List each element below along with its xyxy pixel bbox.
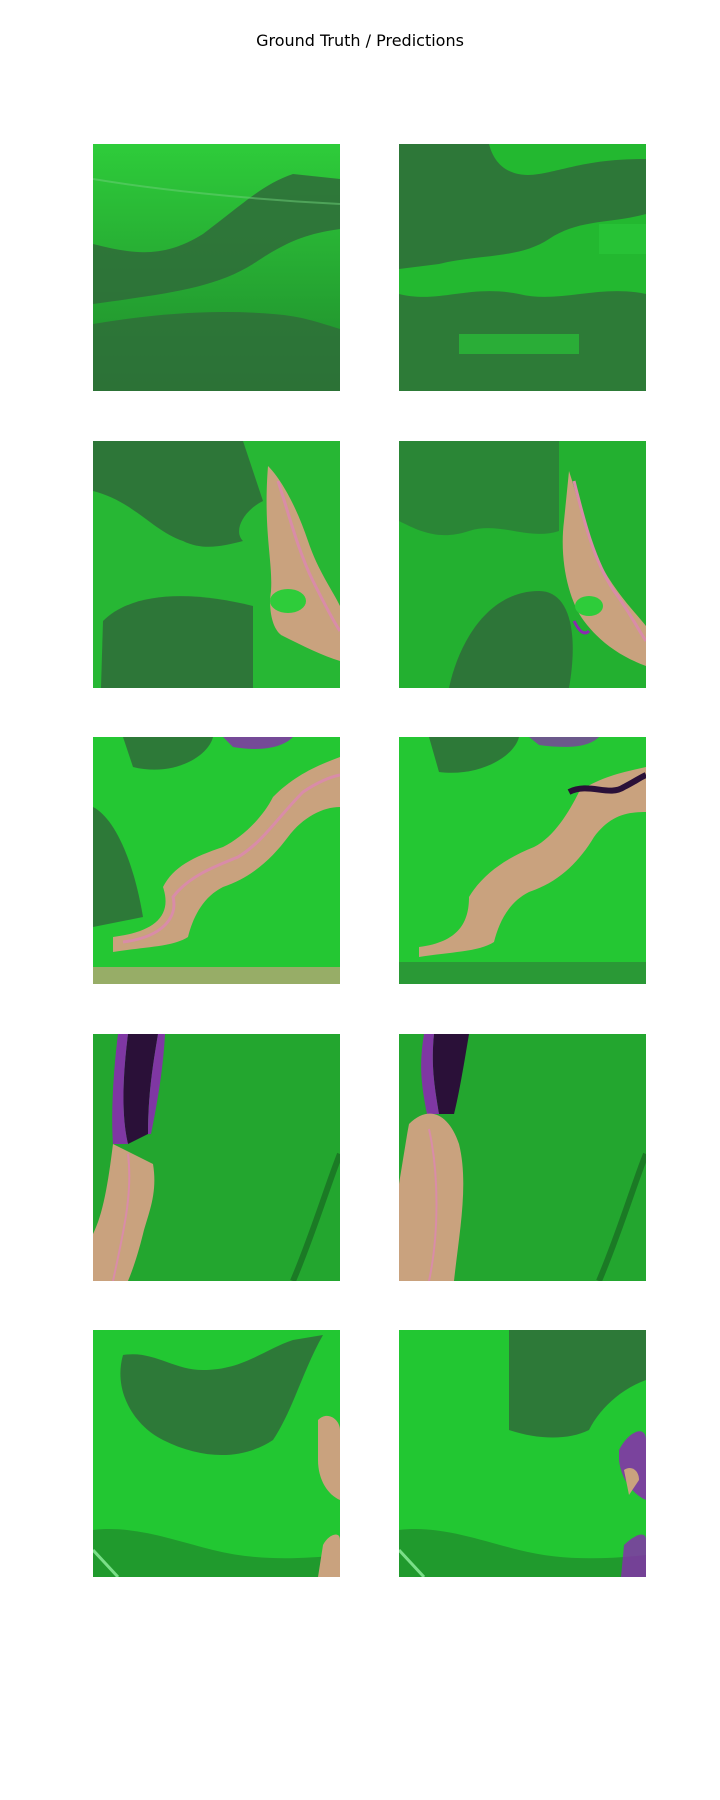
ground-truth-image-1 bbox=[93, 144, 340, 391]
prediction-image-5 bbox=[399, 1330, 646, 1577]
ground-truth-image-5-canvas bbox=[93, 1330, 340, 1577]
prediction-image-3 bbox=[399, 737, 646, 984]
figure-title: Ground Truth / Predictions bbox=[256, 31, 464, 50]
ground-truth-image-4 bbox=[93, 1034, 340, 1281]
ground-truth-image-3 bbox=[93, 737, 340, 984]
prediction-image-4 bbox=[399, 1034, 646, 1281]
prediction-image-1-canvas bbox=[399, 144, 646, 391]
ground-truth-image-4-canvas bbox=[93, 1034, 340, 1281]
prediction-image-3-canvas bbox=[399, 737, 646, 984]
ground-truth-image-2-canvas bbox=[93, 441, 340, 688]
prediction-image-2 bbox=[399, 441, 646, 688]
ground-truth-image-2 bbox=[93, 441, 340, 688]
prediction-image-1 bbox=[399, 144, 646, 391]
prediction-image-2-canvas bbox=[399, 441, 646, 688]
prediction-image-5-canvas bbox=[399, 1330, 646, 1577]
ground-truth-image-3-canvas bbox=[93, 737, 340, 984]
ground-truth-image-1-canvas bbox=[93, 144, 340, 391]
ground-truth-image-5 bbox=[93, 1330, 340, 1577]
prediction-image-4-canvas bbox=[399, 1034, 646, 1281]
